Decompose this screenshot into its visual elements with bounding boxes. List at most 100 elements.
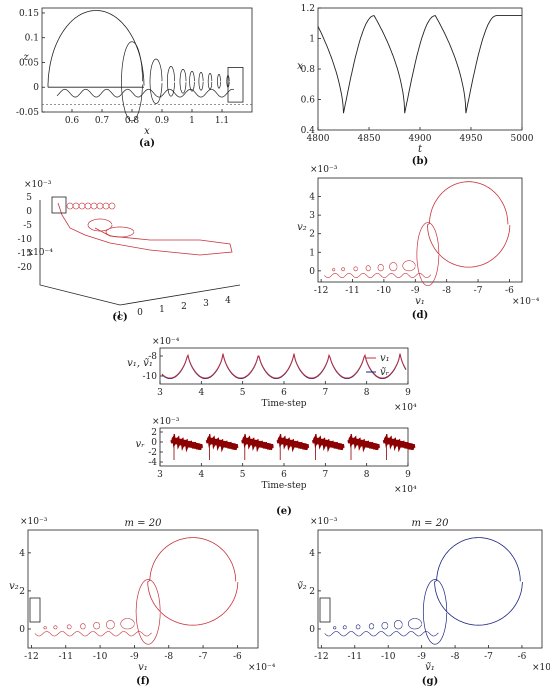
panel-d-ticklabel-y: 1 <box>309 248 315 258</box>
panel-e2-ticklabel-x: 4 <box>198 470 204 480</box>
panel-e1-xlabel: Time-step <box>261 399 306 409</box>
panel-e1-ticklabel-x: 3 <box>157 388 163 398</box>
panel-d-big-loop <box>427 181 511 268</box>
panel-c-exponent: ×10⁻³ <box>24 180 52 190</box>
panel-b-ticklabel-x: 4950 <box>460 134 483 144</box>
panel-b-ticklabel-x: 4900 <box>409 134 432 144</box>
panel-f-small-loop <box>80 623 86 630</box>
panel-d-yexp: ×10⁻³ <box>310 165 338 175</box>
panel-a-zoom-box <box>227 67 244 103</box>
panel-e2-caption: (e) <box>276 506 292 517</box>
panel-a-spiral-loop <box>167 66 175 97</box>
panel-d-small-loop <box>377 264 384 272</box>
panel-c-ticklabel-x: -1 <box>114 311 123 321</box>
panel-c-spiral <box>84 202 92 210</box>
panel-e1-ylabel: v₁, ṽ₁ <box>127 358 153 369</box>
panel-d: -12 -11 -10 -9 -8 -7 -6 0 1 2 3 4 ×10⁻³ ×10⁻⁴ v₁ v₂ (d) <box>297 165 540 321</box>
panel-f-ticklabel-x: -12 <box>24 652 39 662</box>
panel-c-spiral <box>102 202 110 210</box>
panel-c-zoom-box <box>51 196 67 214</box>
panel-c-caption: (c) <box>112 312 128 323</box>
panel-b-series <box>317 15 522 114</box>
panel-e2-ticklabel-x: 7 <box>322 470 328 480</box>
panel-e1-xexp: ×10⁴ <box>394 403 417 413</box>
panel-d-small-loop <box>341 267 345 272</box>
panel-c-spiral <box>96 202 104 210</box>
panel-g-xexp: ×10⁻⁴ <box>532 663 550 673</box>
panel-g-ticklabel-x: -6 <box>518 652 527 662</box>
panel-c-ticklabel-y: -5 <box>23 221 32 231</box>
panel-d-axes <box>317 177 523 283</box>
panel-d-ticklabel-y: 4 <box>309 193 315 203</box>
panel-f-mid-loop <box>135 579 161 645</box>
panel-a-spiral-loop <box>217 74 221 89</box>
panel-d-ticklabel-x: -9 <box>411 286 420 296</box>
panel-f-ticklabel-x: -8 <box>164 652 173 662</box>
panel-e1-legend-1: v₁ <box>380 353 390 364</box>
panel-f-small-loop <box>43 626 47 630</box>
panel-e2-ticklabel-x: 9 <box>405 470 411 480</box>
panel-e-top: 3 4 5 6 7 8 9 -8 -10 ×10⁻⁴ ×10⁴ Time-step v₁, ṽ₁ v₁ ṽᵣ <box>127 337 417 413</box>
panel-g-small-loop <box>333 626 337 630</box>
panel-e1-ticklabel-y: -8 <box>148 352 157 362</box>
panel-d-ticklabel-x: -8 <box>442 286 451 296</box>
panel-a-wave <box>56 88 235 98</box>
panel-e1-yexp: ×10⁻⁴ <box>152 337 180 347</box>
panel-g-big-loop <box>434 537 523 626</box>
panel-a-spiral-loop <box>149 58 163 104</box>
panel-c-loop <box>87 218 113 232</box>
panel-b-ticklabel-y: 1.2 <box>301 4 315 14</box>
panel-c-spiral <box>108 202 116 210</box>
panel-g-ticklabel-y: 0 <box>309 625 315 635</box>
panel-d-xlabel: v₁ <box>415 296 425 307</box>
panel-e2-burst <box>312 433 345 453</box>
panel-a-ticklabel-y: 0.05 <box>19 58 39 68</box>
panel-e1-legend-2: ṽᵣ <box>380 367 390 378</box>
panel-a-ticklabel-x: 0.9 <box>155 116 170 126</box>
panel-c-axes <box>39 200 241 306</box>
panel-e1-ticklabel-x: 6 <box>281 388 287 398</box>
panel-f-axes <box>27 529 259 649</box>
panel-e2-ticklabel-x: 8 <box>364 470 370 480</box>
panel-a-ticklabel-x: 1.1 <box>215 116 229 126</box>
panel-c-ticklabel-x: 0 <box>137 308 143 318</box>
panel-e2-ticklabel-y: -2 <box>148 448 157 458</box>
panel-a-ticklabel-x: 1 <box>189 116 195 126</box>
panel-f-small-loop <box>106 620 115 630</box>
panel-f-ticklabel-y: 4 <box>19 549 25 559</box>
panel-c-ticklabel-x: 2 <box>181 302 187 312</box>
panel-f-caption: (f) <box>136 676 150 687</box>
panel-b-ticklabel-y: 0.8 <box>301 65 316 75</box>
panel-b-axes <box>317 7 523 131</box>
panel-a-spiral-loop <box>198 72 204 91</box>
panel-d-mid-loop <box>416 222 440 287</box>
panel-g-small-loop <box>355 624 361 630</box>
panel-d-small-loop <box>402 260 416 272</box>
panel-g-zoom-box <box>319 597 331 623</box>
panel-d-ylabel: v₂ <box>297 222 307 233</box>
panel-d-ticklabel-y: 2 <box>309 230 315 240</box>
panel-e1-ticklabel-x: 7 <box>322 388 328 398</box>
panel-f-small-loop <box>93 622 100 630</box>
panel-c-spiral <box>78 202 86 210</box>
panel-c-ticklabel-y: -10 <box>18 235 33 245</box>
panel-d-small-loop <box>353 266 358 272</box>
panel-f-ticklabel-x: -9 <box>130 652 139 662</box>
panel-a-spiral-loop <box>207 73 213 90</box>
panel-g: -12 -11 -10 -9 -8 -7 -6 0 2 4 ×10⁻³ ×10⁻⁴ m = 20 ṽ₁ ṽ₂… <box>297 517 550 687</box>
panel-f-ticklabel-x: -11 <box>59 652 74 662</box>
panel-e2-ticklabel-x: 5 <box>240 470 246 480</box>
panel-a-ylabel: z <box>22 52 29 63</box>
panel-e2-burst <box>347 433 380 453</box>
panel-e1-ticklabel-x: 9 <box>405 388 411 398</box>
panel-g-small-loop <box>381 622 389 630</box>
panel-c-ticklabel-y: 0 <box>26 207 32 217</box>
panel-f-big-loop <box>147 537 239 626</box>
panel-c-ticklabel-x: 3 <box>203 299 209 309</box>
panel-a-ticklabel-y: -0.05 <box>16 108 39 118</box>
panel-c-ticklabel-y: -15 <box>18 249 33 259</box>
panel-b: 4800 4850 4900 4950 5000 1.2 1 0.8 0.6 0.4 t x (b) <box>297 4 534 167</box>
